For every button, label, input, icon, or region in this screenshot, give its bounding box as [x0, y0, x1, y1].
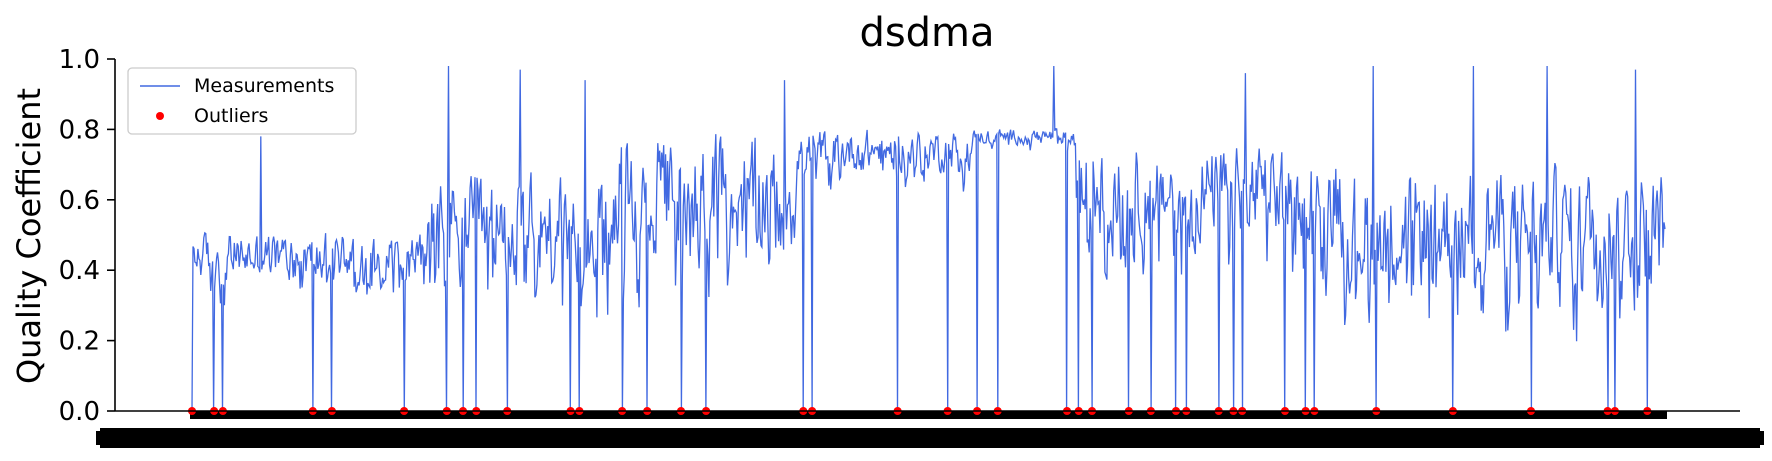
y-tick-label: 1.0 [59, 45, 100, 75]
chart-title: dsdma [859, 10, 994, 56]
y-tick-label: 0.2 [59, 327, 100, 357]
x-axis-ticks [96, 411, 1764, 448]
x-tick-labels-edge [96, 431, 1764, 445]
measurements-series [191, 65, 1666, 412]
measurements-line [191, 65, 1666, 412]
legend: Measurements Outliers [127, 67, 357, 135]
y-tick-label: 0.4 [59, 256, 100, 286]
y-axis-label: Quality Coefficient [10, 88, 48, 384]
y-tick-label: 0.8 [59, 115, 100, 145]
legend-outliers-swatch [156, 112, 164, 120]
y-tick-label: 0.6 [59, 186, 100, 216]
x-tick-marks [190, 411, 1667, 419]
legend-box [127, 67, 357, 135]
legend-measurements-label: Measurements [194, 75, 334, 97]
legend-outliers-label: Outliers [194, 105, 268, 127]
y-axis-ticks: 0.0 0.2 0.4 0.6 0.8 1.0 [59, 45, 115, 427]
y-tick-label: 0.0 [59, 397, 100, 427]
